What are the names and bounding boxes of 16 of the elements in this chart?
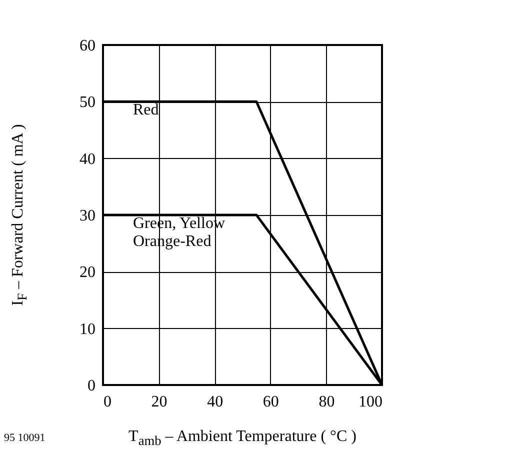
y-tick-label: 30: [80, 208, 96, 224]
y-tick-label: 20: [80, 264, 96, 282]
x-axis-title: T$_{amb}$ – Ambient Temperature ( °C ): [128, 428, 358, 450]
x-tick-label: 40: [207, 394, 224, 410]
y-tick-label: 50: [80, 94, 96, 112]
y-tick-label: 60: [80, 38, 96, 54]
text: 95 10091: [4, 432, 46, 444]
x-tick-label: 80: [318, 394, 335, 410]
x-tick-label: 100: [358, 394, 382, 410]
series-label: Red: [133, 102, 159, 119]
x-tick-label: 0: [104, 394, 112, 410]
x-tick-label: 20: [151, 394, 168, 410]
y-tick-label: 0: [88, 378, 96, 394]
y-tick-label: 10: [80, 320, 96, 338]
y-tick-label: 40: [80, 150, 96, 168]
x-tick-label: 60: [262, 394, 279, 410]
